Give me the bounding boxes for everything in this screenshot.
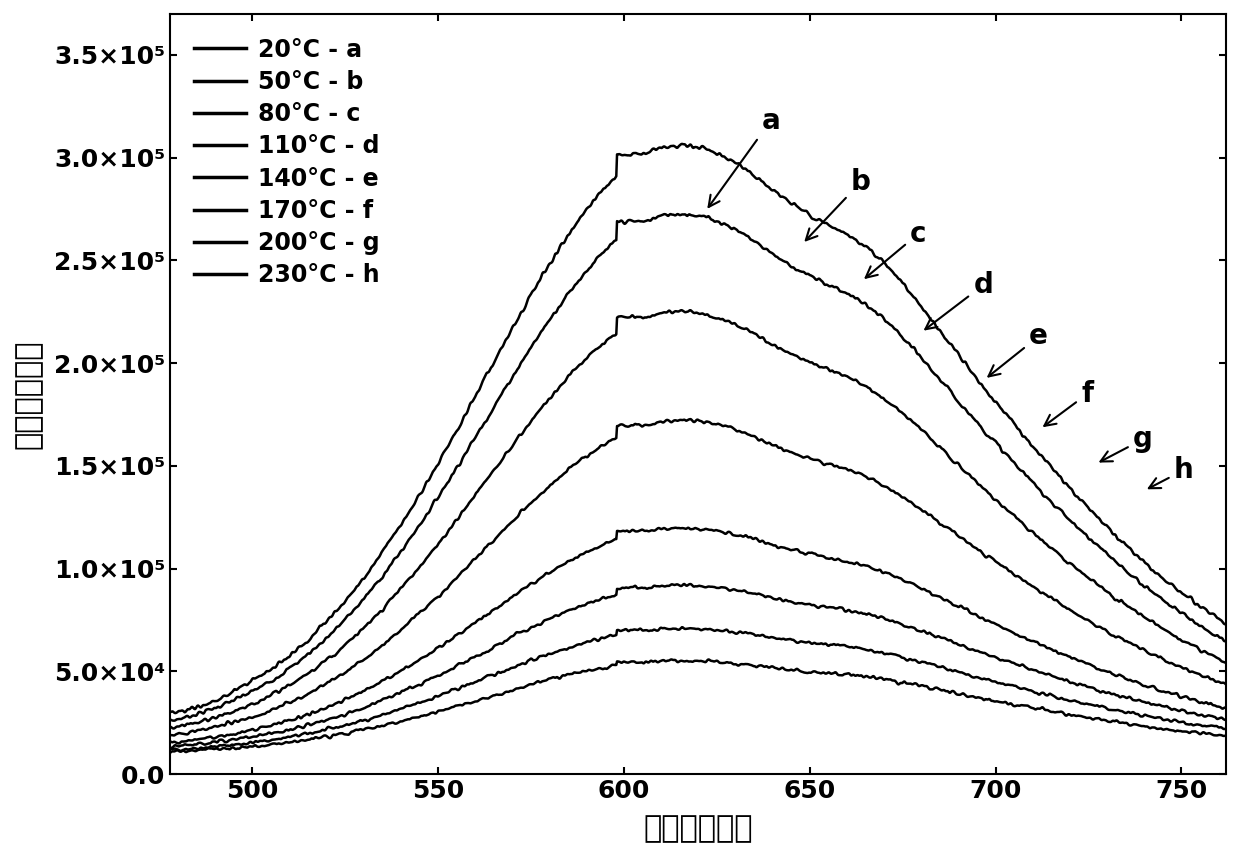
Legend: 20°C - a, 50°C - b, 80°C - c, 110°C - d, 140°C - e, 170°C - f, 200°C - g, 230°C : 20°C - a, 50°C - b, 80°C - c, 110°C - d,… bbox=[182, 26, 391, 299]
Text: h: h bbox=[1148, 456, 1194, 488]
Text: f: f bbox=[1044, 380, 1094, 426]
Text: e: e bbox=[988, 322, 1048, 376]
X-axis label: 波长（纳米）: 波长（纳米） bbox=[644, 814, 753, 843]
Text: d: d bbox=[925, 271, 993, 329]
Text: a: a bbox=[708, 107, 780, 207]
Y-axis label: 强度（计数）: 强度（计数） bbox=[14, 339, 43, 449]
Text: c: c bbox=[866, 219, 926, 278]
Text: b: b bbox=[806, 168, 870, 240]
Text: g: g bbox=[1101, 425, 1153, 462]
